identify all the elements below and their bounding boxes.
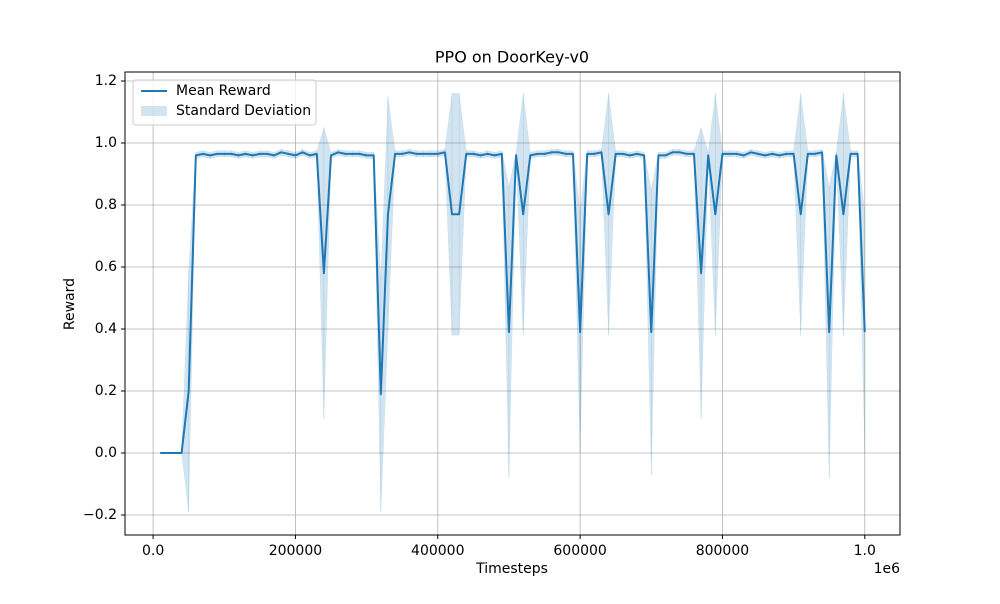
legend-label: Mean Reward xyxy=(176,83,271,99)
x-tick-label: 600000 xyxy=(553,543,606,559)
legend-box xyxy=(132,79,317,126)
y-tick-label: 1.2 xyxy=(95,73,117,89)
y-tick-label: 0.4 xyxy=(95,321,117,337)
y-tick-label: −0.2 xyxy=(83,507,117,523)
y-tick-label: 0.0 xyxy=(95,445,117,461)
x-tick-label: 800000 xyxy=(696,543,749,559)
y-tick-label: 1.0 xyxy=(95,135,117,151)
y-axis-label: Reward xyxy=(62,278,78,330)
x-tick-label: 400000 xyxy=(411,543,464,559)
legend-swatch xyxy=(141,106,167,116)
legend-label: Standard Deviation xyxy=(176,103,311,119)
y-tick-label: 0.6 xyxy=(95,259,117,275)
y-tick-label: 0.8 xyxy=(95,197,117,213)
x-tick-label: 200000 xyxy=(269,543,322,559)
mean-line xyxy=(160,151,866,455)
x-offset-label: 1e6 xyxy=(874,561,901,577)
x-tick-label: 0.0 xyxy=(142,543,164,559)
y-tick-label: 0.2 xyxy=(95,383,117,399)
x-tick-label: 1.0 xyxy=(854,543,876,559)
x-axis-label: Timesteps xyxy=(475,561,548,577)
plot-frame xyxy=(124,71,901,536)
chart-title: PPO on DoorKey-v0 xyxy=(435,48,589,67)
